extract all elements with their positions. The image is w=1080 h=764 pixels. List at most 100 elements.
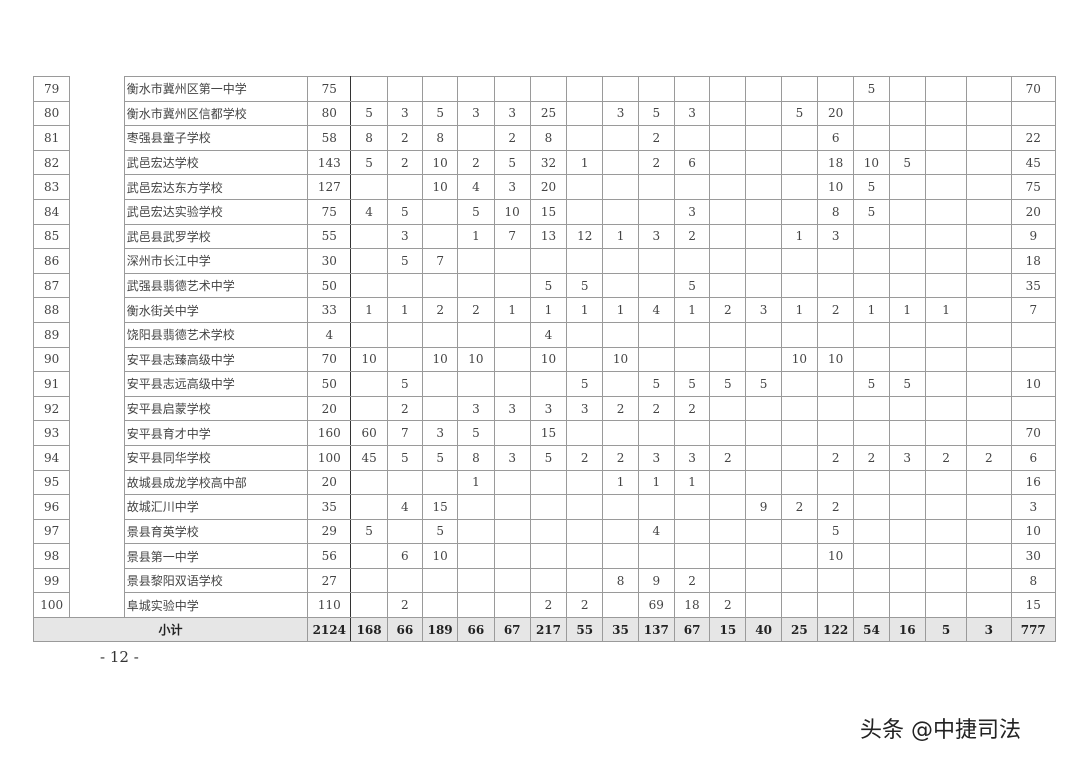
table-row: 79 衡水市冀州区第一中学 75 5 70 [32,76,1057,102]
value-cell: 2 [386,125,424,151]
value-cell [966,149,1012,176]
value-cell: 1 [457,223,495,250]
value-cell [780,198,819,225]
value-cell: 5 [637,371,675,397]
subtotal-cell: 3 [966,617,1012,643]
school-name: 武强县翡德艺术中学 [123,272,309,299]
blank-cell [69,248,125,274]
value-cell [709,395,747,422]
school-name: 景县育英学校 [123,518,309,545]
row-number: 95 [32,469,71,496]
value-cell: 10 [493,198,531,225]
value-cell [853,346,890,373]
value-cell [602,321,639,348]
row-total: 143 [307,149,352,176]
value-cell [386,272,424,299]
subtotal-total: 2124 [307,617,352,643]
value-cell [924,149,968,176]
value-cell: 15 [529,420,568,446]
value-cell: 1 [602,469,639,496]
value-cell: 5 [888,371,926,397]
subtotal-cell: 777 [1010,617,1057,643]
value-cell [888,494,926,520]
row-total: 55 [307,223,352,250]
value-cell: 3 [386,223,424,250]
value-cell [602,149,639,176]
value-cell [566,174,604,200]
table-row: 88 衡水街关中学 33 1 1 2 2 1 1 1 1 4 1 2 3 1 2 1 1 1 7 [32,297,1057,323]
value-cell: 2 [673,223,711,250]
value-cell [853,592,890,619]
value-cell [493,248,531,274]
blank-cell [69,445,125,470]
row-number: 83 [32,174,71,200]
value-cell [888,125,926,151]
value-cell [780,567,819,594]
value-cell [493,543,531,569]
value-cell: 10 [421,346,459,373]
value-cell [966,469,1012,496]
value-cell [602,76,639,102]
table-row: 94 安平县同华学校 100 45 5 5 8 3 5 2 2 3 3 2 2 2 3 2 2 6 [32,444,1057,471]
value-cell [602,518,639,545]
value-cell [853,567,890,594]
value-cell [817,76,855,102]
value-cell [1010,100,1057,127]
subtotal-cell: 40 [745,617,782,643]
value-cell [888,100,926,127]
value-cell: 5 [421,444,459,471]
value-cell: 8 [1010,567,1057,594]
value-cell [709,567,747,594]
blank-cell [69,371,125,397]
value-cell [637,198,675,225]
value-cell: 3 [457,100,495,127]
value-cell: 2 [817,297,855,323]
value-cell [853,420,890,446]
value-cell [780,149,819,176]
value-cell [637,494,675,520]
value-cell [817,395,855,422]
row-number: 96 [32,494,71,520]
value-cell: 30 [1010,543,1057,569]
value-cell: 5 [853,76,890,102]
value-cell [493,494,531,520]
value-cell [924,420,968,446]
school-name: 枣强县童子学校 [123,125,309,151]
value-cell: 2 [637,149,675,176]
table-row: 91 安平县志远高级中学 50 5 5 5 5 5 5 5 5 10 [32,371,1057,397]
table-row: 100 阜城实验中学 110 2 2 2 69 18 2 15 [32,592,1057,619]
value-cell [566,321,604,348]
value-cell: 5 [529,272,568,299]
value-cell: 3 [673,100,711,127]
value-cell [745,543,782,569]
value-cell [602,174,639,200]
row-number: 90 [32,346,71,373]
value-cell: 2 [602,395,639,422]
value-cell [566,125,604,151]
value-cell: 5 [780,100,819,127]
school-name: 故城汇川中学 [123,494,309,520]
value-cell: 3 [566,395,604,422]
value-cell: 4 [637,297,675,323]
blank-cell [69,297,125,323]
value-cell: 1 [602,297,639,323]
value-cell [602,248,639,274]
value-cell: 6 [1010,444,1057,471]
value-cell: 1 [780,223,819,250]
row-total: 75 [307,198,352,225]
value-cell: 5 [566,371,604,397]
row-total: 70 [307,346,352,373]
row-total: 4 [307,321,352,348]
value-cell: 7 [421,248,459,274]
value-cell: 70 [1010,420,1057,446]
row-total: 58 [307,125,352,151]
value-cell [888,248,926,274]
value-cell [1010,395,1057,422]
school-name: 衡水市冀州区第一中学 [123,76,309,102]
row-number: 93 [32,420,71,446]
value-cell: 9 [745,494,782,520]
value-cell: 2 [457,297,495,323]
value-cell [457,76,495,102]
value-cell: 3 [637,444,675,471]
row-total: 56 [307,543,352,569]
